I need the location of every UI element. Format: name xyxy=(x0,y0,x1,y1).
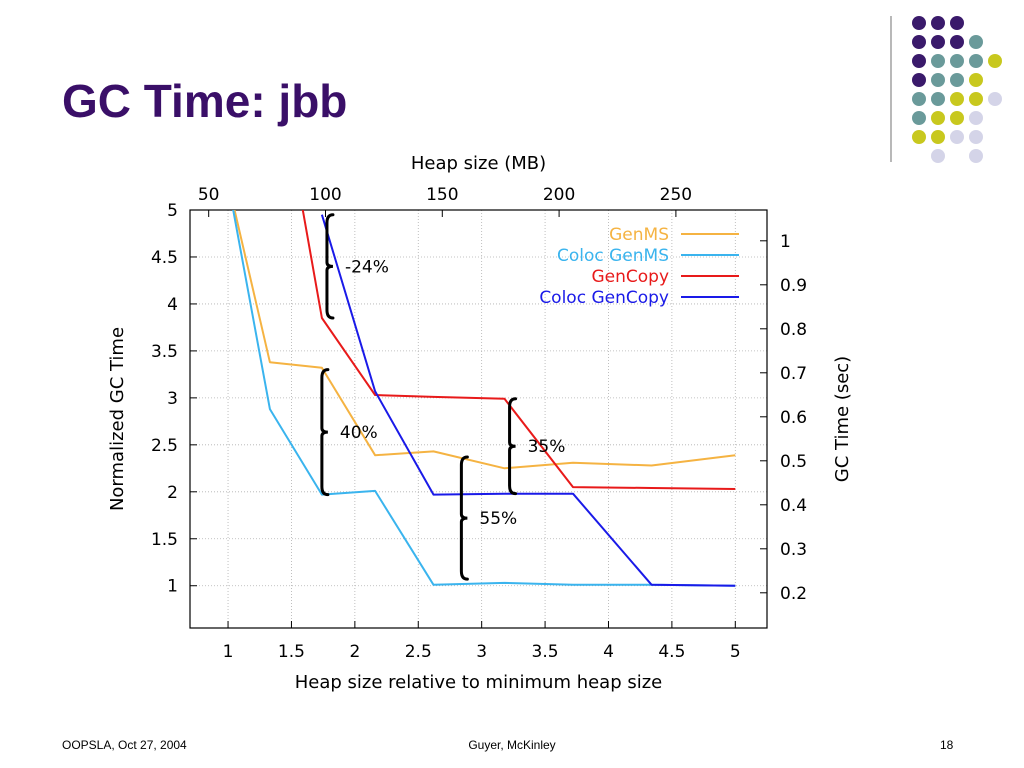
x-tick-label: 3.5 xyxy=(532,642,559,662)
series-line-coloc-genms xyxy=(232,210,736,587)
x-tick-label: 4 xyxy=(603,642,614,662)
decor-dot xyxy=(912,92,926,106)
annotation: 55% xyxy=(459,455,517,581)
annotation-brace xyxy=(320,368,330,497)
decor-dot xyxy=(931,35,945,49)
decor-dot xyxy=(969,73,983,87)
y-tick-label: 1.5 xyxy=(151,530,178,550)
decor-dot xyxy=(969,54,983,68)
legend-label: GenCopy xyxy=(591,267,669,287)
x-tick-label: 1 xyxy=(223,642,234,662)
y2-tick-label: 0.6 xyxy=(780,408,807,428)
decor-dot xyxy=(988,54,1002,68)
decor-dot xyxy=(969,111,983,125)
x2-tick-label: 50 xyxy=(198,185,220,205)
x2-axis-label: Heap size (MB) xyxy=(411,153,546,174)
y-axis-label: Normalized GC Time xyxy=(107,327,128,511)
x-tick-label: 2 xyxy=(349,642,360,662)
y-tick-label: 3.5 xyxy=(151,342,178,362)
x2-tick-label: 250 xyxy=(660,185,692,205)
decor-dot xyxy=(969,149,983,163)
y-tick-label: 4.5 xyxy=(151,248,178,268)
y-tick-label: 3 xyxy=(167,389,178,409)
legend-label: Coloc GenMS xyxy=(557,246,669,266)
slide-title: GC Time: jbb xyxy=(62,75,348,127)
decor-dot xyxy=(950,35,964,49)
x-tick-label: 2.5 xyxy=(405,642,432,662)
y2-tick-label: 0.5 xyxy=(780,452,807,472)
decor-dot xyxy=(912,73,926,87)
x-tick-label: 5 xyxy=(730,642,741,662)
decor-dot xyxy=(950,54,964,68)
x-tick-label: 1.5 xyxy=(278,642,305,662)
footer-authors: Guyer, McKinley xyxy=(468,738,556,752)
decor-dot xyxy=(912,111,926,125)
annotation-label: 40% xyxy=(340,423,378,443)
decor-dot xyxy=(912,35,926,49)
annotation-label: 55% xyxy=(479,509,517,529)
decor-dot xyxy=(931,149,945,163)
decor-dot xyxy=(969,92,983,106)
y-tick-label: 5 xyxy=(167,201,178,221)
annotation-label: 35% xyxy=(528,437,566,457)
decor-dot xyxy=(969,35,983,49)
y-tick-label: 1 xyxy=(167,577,178,597)
annotation-brace xyxy=(459,455,469,581)
decor-dot xyxy=(931,73,945,87)
x2-tick-label: 200 xyxy=(543,185,575,205)
decor-dot xyxy=(950,73,964,87)
y2-axis-label: GC Time (sec) xyxy=(832,356,853,482)
y2-tick-label: 1 xyxy=(780,232,791,252)
slide-number: 18 xyxy=(940,738,954,752)
decor-dot xyxy=(988,92,1002,106)
footer-venue: OOPSLA, Oct 27, 2004 xyxy=(62,738,187,752)
decor-dot xyxy=(931,54,945,68)
annotation-brace xyxy=(325,213,335,320)
annotation-brace xyxy=(508,397,518,496)
series-lines xyxy=(232,210,736,587)
x2-tick-label: 100 xyxy=(309,185,341,205)
y-tick-label: 2.5 xyxy=(151,436,178,456)
y2-tick-label: 0.2 xyxy=(780,584,807,604)
y-tick-label: 2 xyxy=(167,483,178,503)
annotation: 40% xyxy=(320,368,378,497)
annotation: 35% xyxy=(508,397,566,496)
y2-tick-label: 0.3 xyxy=(780,540,807,560)
series-line-genms xyxy=(233,210,736,470)
series-line-coloc-gencopy xyxy=(320,214,736,587)
annotation: -24% xyxy=(325,213,389,320)
plot-frame xyxy=(189,209,768,629)
x-tick-label: 3 xyxy=(476,642,487,662)
y2-tick-label: 0.9 xyxy=(780,276,807,296)
decor-dot xyxy=(950,130,964,144)
decor-dot xyxy=(931,16,945,30)
decor-dot xyxy=(950,16,964,30)
y2-tick-label: 0.4 xyxy=(780,496,807,516)
x-axis-label: Heap size relative to minimum heap size xyxy=(295,672,663,693)
dot-grid-decoration xyxy=(890,16,1002,163)
legend-label: GenMS xyxy=(609,225,669,245)
decor-dot xyxy=(950,92,964,106)
decor-dot xyxy=(912,54,926,68)
decor-dot xyxy=(969,130,983,144)
series-line-gencopy xyxy=(301,210,736,490)
legend-label: Coloc GenCopy xyxy=(539,288,669,308)
decor-dot xyxy=(912,130,926,144)
y-tick-label: 4 xyxy=(167,295,178,315)
x2-tick-label: 150 xyxy=(426,185,458,205)
y2-tick-label: 0.8 xyxy=(780,320,807,340)
decor-dot xyxy=(912,16,926,30)
decor-dot xyxy=(931,111,945,125)
y2-tick-label: 0.7 xyxy=(780,364,807,384)
decor-dot xyxy=(931,92,945,106)
decor-dot xyxy=(950,111,964,125)
annotation-label: -24% xyxy=(345,257,389,277)
gc-time-chart: 1 1.5 2 2.5 3 3.5 4 4.5 5 1 1.5 2 2.5 3 3.5 4 4.5 5 50 100 1… xyxy=(107,153,853,693)
x-tick-label: 4.5 xyxy=(658,642,685,662)
decor-dot xyxy=(931,130,945,144)
